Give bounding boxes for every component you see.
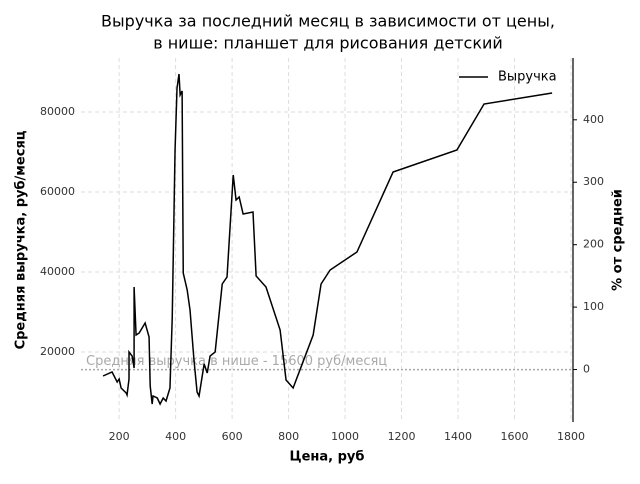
x-tick-label: 1000: [331, 430, 359, 443]
y-axis-label: Средняя выручка, руб/месяц: [14, 130, 29, 349]
y-tick-label: 40000: [40, 265, 75, 278]
y2-tick-label: 400: [583, 113, 604, 126]
legend-label: Выручка: [498, 70, 557, 85]
y2-tick-label: 300: [583, 175, 604, 188]
reference-label: Средняя выручка в нише - 15600 руб/месяц: [86, 354, 387, 369]
x-tick-label: 800: [278, 430, 299, 443]
x-tick-label: 1200: [388, 430, 416, 443]
y2-tick-label: 200: [583, 238, 604, 251]
x-tick-label: 1800: [557, 430, 585, 443]
y2-tick-label: 100: [583, 300, 604, 313]
x-tick-label: 1600: [501, 430, 529, 443]
y2-axis-label: % от средней: [611, 189, 626, 291]
x-tick-label: 600: [222, 430, 243, 443]
chart-title: Выручка за последний месяц в зависимости…: [101, 12, 555, 31]
chart-title: в нише: планшет для рисования детский: [153, 34, 503, 53]
y2-tick-label: 0: [583, 363, 590, 376]
y-tick-label: 80000: [40, 105, 75, 118]
x-tick-label: 1400: [444, 430, 472, 443]
y-tick-label: 20000: [40, 345, 75, 358]
x-axis-label: Цена, руб: [290, 450, 365, 465]
x-tick-label: 400: [165, 430, 186, 443]
y-tick-label: 60000: [40, 185, 75, 198]
line-series: [102, 73, 553, 406]
x-tick-label: 200: [109, 430, 130, 443]
